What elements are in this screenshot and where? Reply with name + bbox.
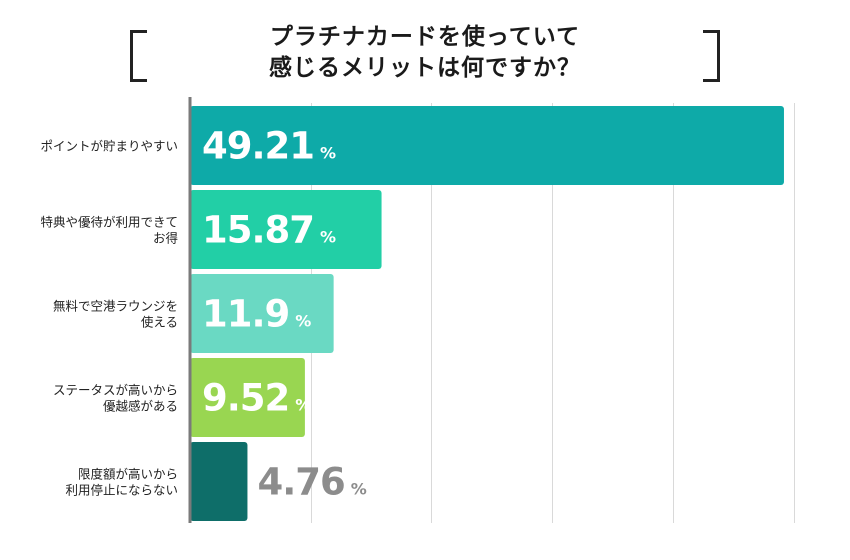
category-label: 無料で空港ラウンジを: [53, 299, 178, 314]
bar-value-label: 49.21%: [202, 125, 336, 168]
category-label: お得: [153, 231, 178, 246]
chart-title: プラチナカードを使っていて 感じるメリットは何ですか？: [0, 22, 850, 92]
chart-title-line-1: プラチナカードを使っていて: [269, 24, 581, 50]
bar: [190, 190, 382, 269]
bar: [190, 274, 334, 353]
bar-value-label: 9.52%: [202, 377, 311, 420]
bar: [190, 358, 305, 437]
category-label: ポイントが貯まりやすい: [40, 139, 178, 154]
category-label: 特典や優待が利用できて: [40, 215, 178, 230]
chart-title-line-2: 感じるメリットは何ですか？: [269, 55, 581, 81]
bar: [190, 106, 784, 185]
bar-value-label: 15.87%: [202, 209, 336, 252]
bar-value-label: 4.76%: [257, 461, 366, 504]
category-label: 利用停止にならない: [65, 483, 178, 498]
category-label: 限度額が高いから: [78, 467, 178, 482]
category-label: 使える: [141, 315, 178, 330]
bar-value-label: 11.9%: [202, 293, 311, 336]
category-label: ステータスが高いから: [53, 383, 178, 398]
category-label: 優越感がある: [103, 399, 178, 414]
title-bracket-right: [703, 30, 720, 82]
title-bracket-left: [130, 30, 147, 82]
bar: [190, 442, 248, 521]
